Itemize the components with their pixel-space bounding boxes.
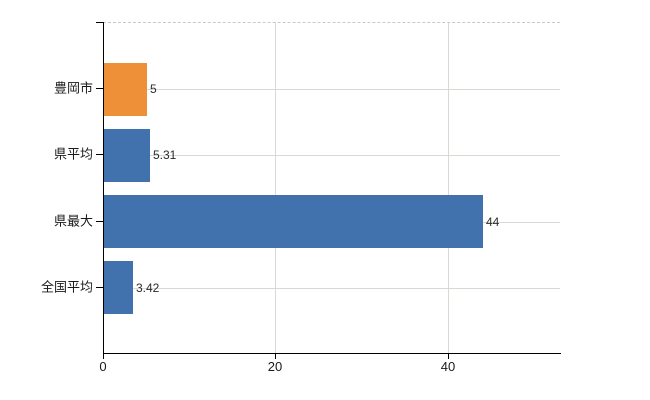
x-axis-tick xyxy=(103,353,104,359)
category-label: 県最大 xyxy=(53,213,93,229)
x-gridline xyxy=(448,23,449,354)
y-axis-tick xyxy=(96,221,103,222)
x-axis-tick xyxy=(448,353,449,359)
x-tick-label: 0 xyxy=(99,359,107,374)
value-label: 44 xyxy=(486,215,500,229)
x-axis-tick xyxy=(275,353,276,359)
y-axis-end-tick xyxy=(96,22,103,23)
y-gridline xyxy=(103,288,560,289)
y-axis-tick xyxy=(96,154,103,155)
category-label: 全国平均 xyxy=(40,279,93,295)
x-tick-label: 20 xyxy=(267,359,283,374)
category-label: 豊岡市 xyxy=(53,80,93,96)
plot-area: 5 5.31 44 3.42 xyxy=(103,22,560,354)
y-axis-line xyxy=(103,22,104,354)
y-gridline xyxy=(103,89,560,90)
bar xyxy=(104,261,133,314)
y-axis-tick xyxy=(96,88,103,89)
value-label: 5 xyxy=(150,82,157,96)
x-tick-label: 40 xyxy=(440,359,456,374)
bar xyxy=(104,195,483,248)
value-label: 5.31 xyxy=(153,148,177,162)
y-axis-tick xyxy=(96,287,103,288)
x-gridline xyxy=(275,23,276,354)
value-label: 3.42 xyxy=(136,281,160,295)
y-gridline xyxy=(103,155,560,156)
bar xyxy=(104,129,150,182)
category-label: 県平均 xyxy=(53,146,93,162)
bar xyxy=(104,63,147,116)
x-axis-line xyxy=(103,353,561,354)
